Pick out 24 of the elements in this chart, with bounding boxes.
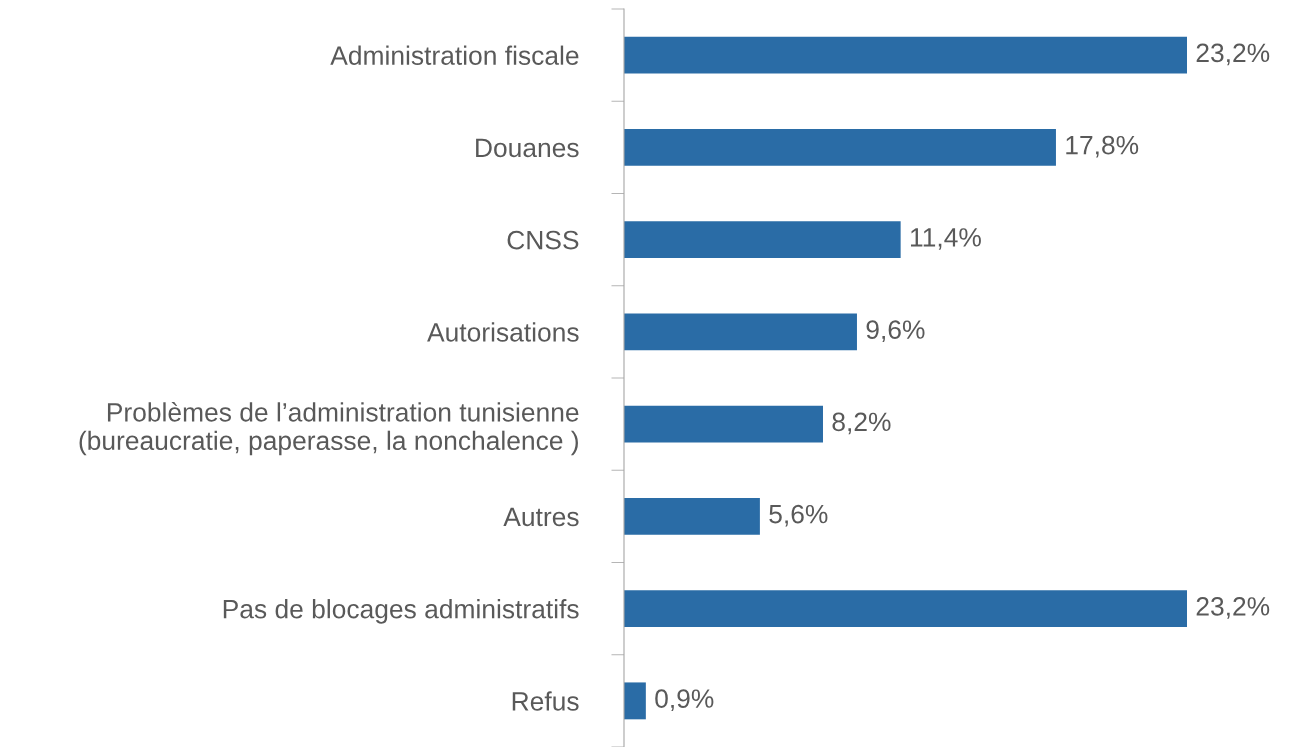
bar <box>624 497 760 535</box>
bar <box>624 682 646 720</box>
bar <box>624 36 1187 74</box>
y-tick-label: Problèmes de l’administration tunisienne (bureaucratie, paperasse, la nonchalence ) <box>79 401 579 456</box>
y-tick-label: Autres <box>503 507 579 527</box>
y-tick-label: Douanes <box>476 138 579 158</box>
y-tick-label: Autorisations <box>427 322 579 342</box>
bar <box>624 221 901 259</box>
y-tick-label: Administration fiscale <box>330 45 579 65</box>
data-label: 8,2% <box>832 412 891 435</box>
data-label: 9,6% <box>866 320 925 343</box>
data-label: 0,9% <box>655 689 714 712</box>
data-label: 23,2% <box>1196 43 1270 66</box>
data-label: 23,2% <box>1196 597 1270 619</box>
y-tick-label: CNSS <box>507 230 579 250</box>
data-label: 17,8% <box>1066 135 1139 158</box>
y-tick-label: Refus <box>512 691 579 711</box>
data-label: 11,4% <box>910 228 981 250</box>
bar <box>624 313 857 351</box>
y-tick-label: Pas de blocages administratifs <box>223 599 579 624</box>
data-label: 5,6% <box>769 504 828 527</box>
bar <box>624 128 1056 166</box>
bar <box>624 405 823 443</box>
bar <box>624 590 1187 628</box>
